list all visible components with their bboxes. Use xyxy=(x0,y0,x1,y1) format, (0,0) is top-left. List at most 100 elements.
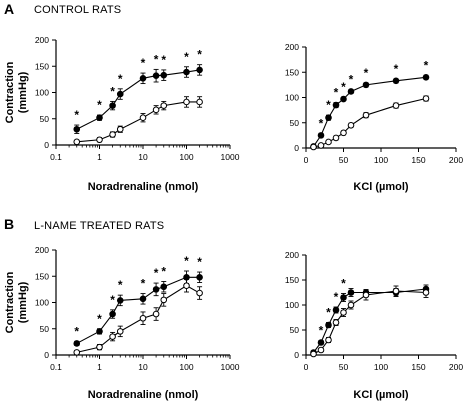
data-point xyxy=(422,289,430,296)
significance-star: * xyxy=(341,80,346,94)
x-tick-label: 0 xyxy=(304,155,309,165)
x-tick-label: 0.1 xyxy=(50,362,62,372)
data-point xyxy=(325,336,332,344)
y-tick-label: 150 xyxy=(285,275,299,285)
data-point xyxy=(362,111,370,119)
data-point xyxy=(73,125,81,133)
data-point xyxy=(139,314,147,322)
data-point xyxy=(332,319,340,326)
y-tick-label: 50 xyxy=(40,324,50,334)
data-point xyxy=(139,295,147,303)
data-point xyxy=(152,106,160,114)
significance-star: * xyxy=(334,290,339,304)
data-point xyxy=(325,138,332,146)
data-point xyxy=(73,138,81,146)
significance-star: * xyxy=(184,50,189,64)
x-axis-label: Noradrenaline (nmol) xyxy=(88,181,199,193)
significance-star: * xyxy=(197,255,202,269)
data-point xyxy=(73,340,81,347)
significance-star: * xyxy=(141,56,146,70)
y-tick-label: 200 xyxy=(35,35,49,45)
series-line xyxy=(76,101,200,143)
data-point xyxy=(332,134,340,142)
data-point xyxy=(160,283,168,291)
x-tick-label: 1 xyxy=(97,362,102,372)
data-point xyxy=(183,98,190,106)
data-point xyxy=(347,289,355,296)
data-point xyxy=(116,125,124,133)
data-point xyxy=(183,282,190,290)
data-point xyxy=(392,77,400,85)
data-point xyxy=(347,121,355,129)
y-tick-label: 0 xyxy=(44,140,49,150)
data-point xyxy=(422,95,430,102)
y-tick-label: 200 xyxy=(35,245,49,255)
series-line xyxy=(313,288,427,353)
y-axis-label: Contraction xyxy=(4,61,16,123)
y-tick-label: 0 xyxy=(44,350,49,360)
data-point xyxy=(160,296,168,304)
y-tick-label: 0 xyxy=(294,350,299,360)
y-axis-label: (mmHg) xyxy=(17,281,29,323)
data-point xyxy=(362,81,370,89)
y-tick-label: 200 xyxy=(285,42,299,52)
significance-star: * xyxy=(394,62,399,76)
data-point xyxy=(317,132,325,139)
significance-star: * xyxy=(341,277,346,291)
significance-star: * xyxy=(197,48,202,62)
data-point xyxy=(116,90,124,98)
x-tick-label: 0.1 xyxy=(50,152,62,162)
y-tick-label: 200 xyxy=(285,250,299,260)
panel-letter-a: A xyxy=(4,1,15,17)
x-axis-label: Noradrenaline (nmol) xyxy=(88,389,199,401)
panel-letter-b: B xyxy=(4,216,15,232)
panel-title-control: CONTROL RATS xyxy=(34,4,122,16)
x-tick-label: 1 xyxy=(97,152,102,162)
data-point xyxy=(160,71,168,79)
data-point xyxy=(116,297,124,304)
data-point xyxy=(340,129,347,137)
data-point xyxy=(196,274,203,281)
x-tick-label: 100 xyxy=(179,362,193,372)
x-tick-label: 150 xyxy=(411,155,425,165)
significance-star: * xyxy=(319,324,324,338)
data-point xyxy=(152,310,160,318)
data-point xyxy=(340,95,347,103)
significance-star: * xyxy=(326,306,331,320)
x-tick-label: 1000 xyxy=(221,152,240,162)
significance-star: * xyxy=(319,116,324,130)
y-tick-label: 0 xyxy=(294,143,299,153)
chart-panel-3: 0 50 100 150 200 0.1 1 10 100 1000 Noradrenaline (… xyxy=(4,245,240,401)
significance-star: * xyxy=(349,72,354,86)
data-point xyxy=(317,142,325,149)
significance-star: * xyxy=(161,265,166,279)
data-point xyxy=(183,68,190,76)
series-line xyxy=(76,285,200,353)
y-tick-label: 50 xyxy=(290,118,300,128)
significance-star: * xyxy=(97,312,102,326)
y-axis-label: (mmHg) xyxy=(17,71,29,113)
data-point xyxy=(392,287,400,295)
data-point xyxy=(109,333,116,340)
x-tick-label: 150 xyxy=(411,362,425,372)
panel-title-lname: L-NAME TREATED RATS xyxy=(34,220,165,232)
significance-star: * xyxy=(110,84,115,98)
data-point xyxy=(139,75,147,82)
data-point xyxy=(347,301,355,309)
series-line xyxy=(76,276,200,344)
y-tick-label: 100 xyxy=(35,88,49,98)
y-tick-label: 100 xyxy=(35,298,49,308)
data-point xyxy=(96,343,103,351)
x-tick-label: 100 xyxy=(374,362,388,372)
significance-star: * xyxy=(74,108,79,122)
data-point xyxy=(317,339,325,346)
data-point xyxy=(347,88,355,95)
data-point xyxy=(96,136,103,144)
data-point xyxy=(340,294,347,301)
significance-star: * xyxy=(364,66,369,80)
x-tick-label: 100 xyxy=(179,152,193,162)
data-point xyxy=(332,306,340,314)
